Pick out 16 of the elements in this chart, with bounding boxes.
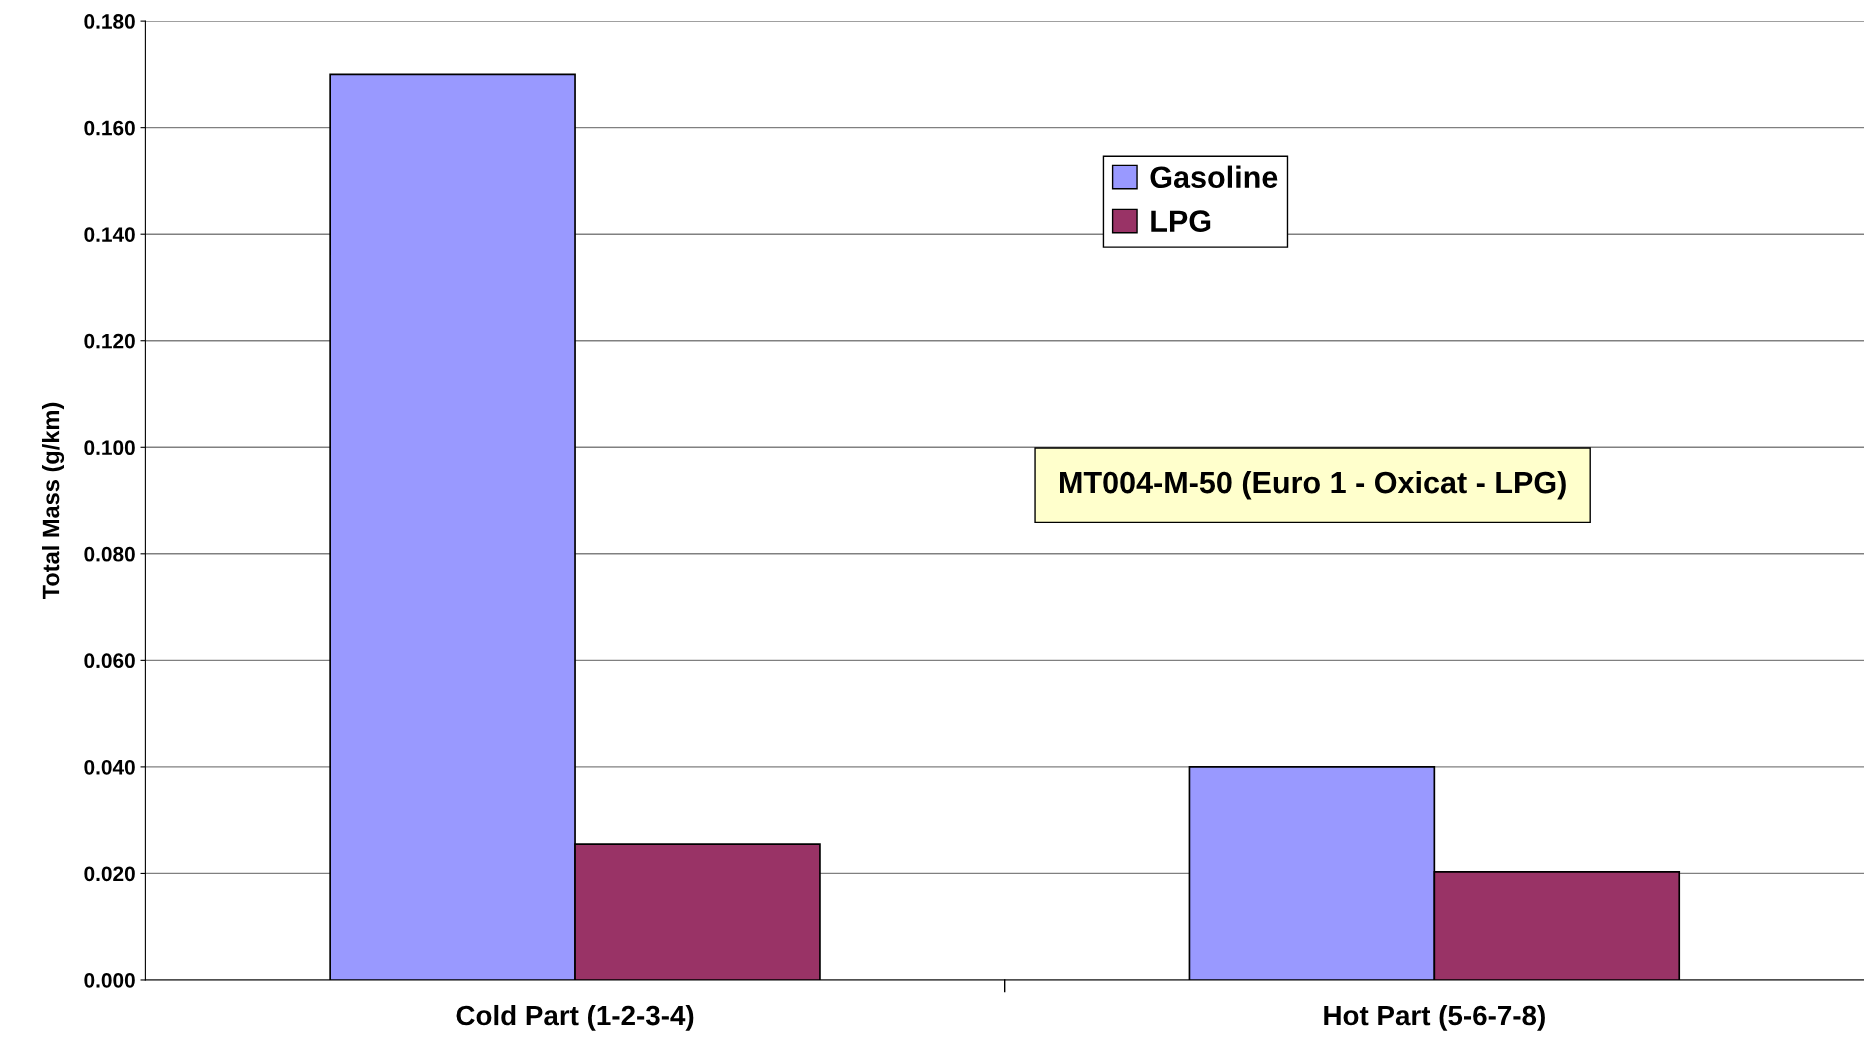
y-tick-label: 0.000 (84, 972, 135, 988)
y-axis-title: Total Mass (g/km) (41, 402, 65, 600)
y-tick-label: 0.040 (84, 759, 135, 775)
legend-label: Gasoline (1150, 165, 1278, 189)
y-tick-label: 0.180 (84, 14, 135, 29)
x-tick-label: Cold Part (1-2-3-4) (456, 1004, 694, 1031)
y-tick-label: 0.060 (84, 653, 135, 669)
y-tick-label: 0.020 (84, 866, 135, 882)
y-tick-label: 0.160 (84, 120, 135, 136)
y-tick-label: 0.140 (84, 227, 135, 242)
annotation: MT004-M-50 (Euro 1 - Oxicat - LPG) (1060, 470, 1566, 500)
legend-label: LPG (1151, 210, 1211, 232)
y-tick-label: 0.100 (84, 440, 135, 456)
y-tick-label: 0.080 (84, 546, 135, 562)
y-tick-label: 0.120 (84, 333, 135, 349)
x-tick-label: Hot Part (5-6-7-8) (1324, 1004, 1545, 1031)
